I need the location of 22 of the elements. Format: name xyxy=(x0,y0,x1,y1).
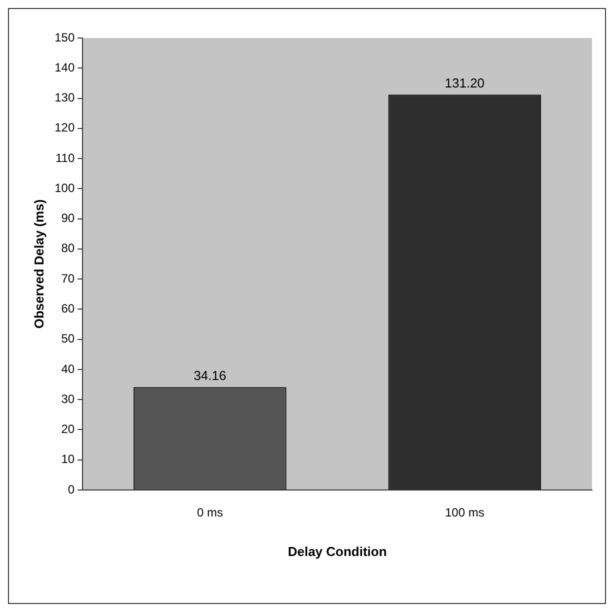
y-tick-label: 80 xyxy=(61,241,75,256)
x-tick-label: 100 ms xyxy=(444,506,484,520)
y-axis-title: Observed Delay (ms) xyxy=(31,199,46,329)
y-tick-label: 100 xyxy=(54,180,75,195)
y-tick-label: 50 xyxy=(61,332,75,346)
data-label: 131.20 xyxy=(444,76,485,91)
x-axis-title: Delay Condition xyxy=(288,544,387,559)
x-tick-label: 0 ms xyxy=(196,506,223,520)
y-tick-label: 120 xyxy=(54,120,75,135)
y-tick-label: 70 xyxy=(61,271,75,286)
y-tick-label: 0 xyxy=(68,482,75,496)
y-tick-label: 130 xyxy=(54,90,75,105)
y-tick-label: 60 xyxy=(61,302,75,316)
y-tick-label: 40 xyxy=(61,362,75,376)
y-tick-label: 30 xyxy=(61,392,75,406)
y-tick-label: 140 xyxy=(54,60,75,74)
y-tick-label: 150 xyxy=(54,30,75,44)
y-tick-label: 90 xyxy=(61,211,75,226)
y-tick-label: 110 xyxy=(55,150,75,165)
data-label: 34.16 xyxy=(194,368,226,384)
y-tick-label: 10 xyxy=(61,452,75,466)
y-tick-label: 20 xyxy=(61,422,75,436)
